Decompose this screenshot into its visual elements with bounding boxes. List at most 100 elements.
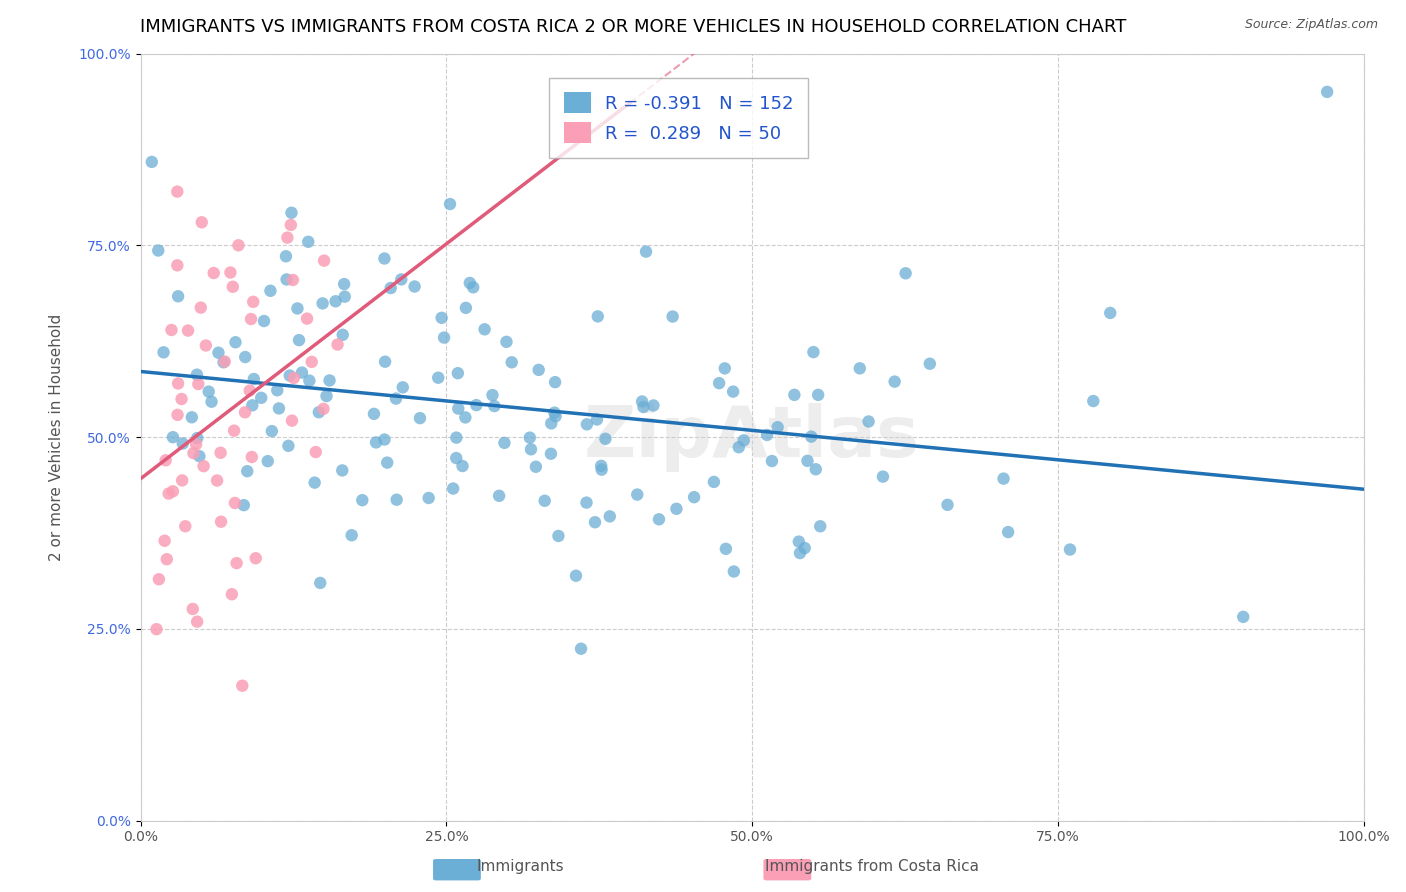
Immigrants <box>631 394 654 409</box>
Immigrants from Costa Rica <box>183 446 205 460</box>
Immigrants <box>233 350 256 364</box>
Immigrants <box>188 449 211 463</box>
Immigrants <box>260 424 283 438</box>
Immigrants from Costa Rica <box>312 253 335 268</box>
Immigrants <box>433 330 456 344</box>
Immigrants <box>451 458 474 473</box>
Immigrants <box>683 490 706 504</box>
Immigrants <box>352 493 374 508</box>
Immigrants from Costa Rica <box>281 414 304 428</box>
Immigrants from Costa Rica <box>160 323 183 337</box>
Immigrants <box>804 462 827 476</box>
Immigrants <box>332 327 354 342</box>
Immigrants <box>727 440 749 454</box>
Immigrants <box>276 272 298 286</box>
Immigrants <box>250 391 273 405</box>
Immigrants from Costa Rica <box>155 453 177 467</box>
Immigrants <box>186 368 208 382</box>
Immigrants <box>373 252 395 266</box>
Immigrants <box>633 400 655 414</box>
Immigrants <box>665 501 688 516</box>
Immigrants from Costa Rica <box>214 354 236 368</box>
Immigrants <box>441 482 464 496</box>
Immigrants from Costa Rica <box>221 587 243 601</box>
Immigrants from Costa Rica <box>280 218 302 232</box>
Immigrants <box>266 384 288 398</box>
Text: Source: ZipAtlas.com: Source: ZipAtlas.com <box>1244 18 1378 31</box>
Immigrants <box>789 546 811 560</box>
Immigrants from Costa Rica <box>166 408 188 422</box>
Immigrants from Costa Rica <box>239 384 262 398</box>
Immigrants <box>800 429 823 443</box>
Immigrants <box>141 155 163 169</box>
Immigrants <box>703 475 725 489</box>
Immigrants <box>807 388 830 402</box>
Immigrants from Costa Rica <box>233 405 256 419</box>
Immigrants <box>447 401 470 416</box>
Immigrants from Costa Rica <box>191 215 214 229</box>
Text: ZipAtlas: ZipAtlas <box>585 402 920 472</box>
Immigrants <box>308 405 330 419</box>
Immigrants <box>458 276 481 290</box>
Immigrants <box>520 442 543 457</box>
Immigrants <box>626 487 648 501</box>
Immigrants <box>256 454 278 468</box>
Immigrants <box>634 244 657 259</box>
Immigrants from Costa Rica <box>157 486 180 500</box>
Immigrants <box>787 534 810 549</box>
Immigrants <box>723 565 745 579</box>
Immigrants <box>544 375 567 389</box>
Immigrants <box>1316 85 1339 99</box>
Immigrants <box>385 492 408 507</box>
Immigrants <box>595 432 617 446</box>
Immigrants from Costa Rica <box>295 311 318 326</box>
Immigrants from Costa Rica <box>153 533 176 548</box>
Immigrants from Costa Rica <box>172 474 194 488</box>
Immigrants <box>288 333 311 347</box>
Immigrants from Costa Rica <box>219 265 242 279</box>
Immigrants <box>167 289 190 303</box>
Immigrants <box>793 541 815 555</box>
Immigrants from Costa Rica <box>245 551 267 566</box>
Immigrants from Costa Rica <box>193 459 215 474</box>
Immigrants <box>803 345 825 359</box>
Immigrants <box>311 296 333 310</box>
Immigrants <box>756 428 779 442</box>
Immigrants <box>267 401 290 416</box>
Immigrants <box>543 406 565 420</box>
Immigrants <box>465 398 488 412</box>
Immigrants from Costa Rica <box>301 355 323 369</box>
Immigrants <box>212 355 235 369</box>
Immigrants <box>519 431 541 445</box>
Immigrants from Costa Rica <box>148 572 170 586</box>
Immigrants <box>418 491 440 505</box>
Immigrants <box>583 515 606 529</box>
Text: Immigrants: Immigrants <box>477 859 564 874</box>
Immigrants <box>427 370 450 384</box>
Legend: R = -0.391   N = 152, R =  0.289   N = 50: R = -0.391 N = 152, R = 0.289 N = 50 <box>550 78 808 158</box>
Immigrants <box>148 244 170 258</box>
Immigrants <box>766 420 789 434</box>
Immigrants <box>721 384 744 399</box>
Immigrants <box>380 281 402 295</box>
Immigrants <box>894 266 917 280</box>
Immigrants <box>200 394 222 409</box>
Immigrants <box>808 519 831 533</box>
Immigrants <box>375 456 398 470</box>
Immigrants <box>463 280 485 294</box>
Immigrants from Costa Rica <box>181 602 204 616</box>
Text: Immigrants from Costa Rica: Immigrants from Costa Rica <box>765 859 979 874</box>
Immigrants from Costa Rica <box>190 301 212 315</box>
Immigrants <box>1083 394 1105 409</box>
Immigrants <box>232 498 254 512</box>
Immigrants <box>409 411 432 425</box>
Immigrants <box>391 380 413 394</box>
Immigrants <box>495 334 517 349</box>
Immigrants from Costa Rica <box>167 376 190 391</box>
Immigrants from Costa Rica <box>209 515 232 529</box>
Immigrants <box>373 433 395 447</box>
Immigrants <box>304 475 326 490</box>
Immigrants <box>544 409 567 424</box>
Immigrants from Costa Rica <box>194 338 217 352</box>
Immigrants from Costa Rica <box>276 230 298 244</box>
